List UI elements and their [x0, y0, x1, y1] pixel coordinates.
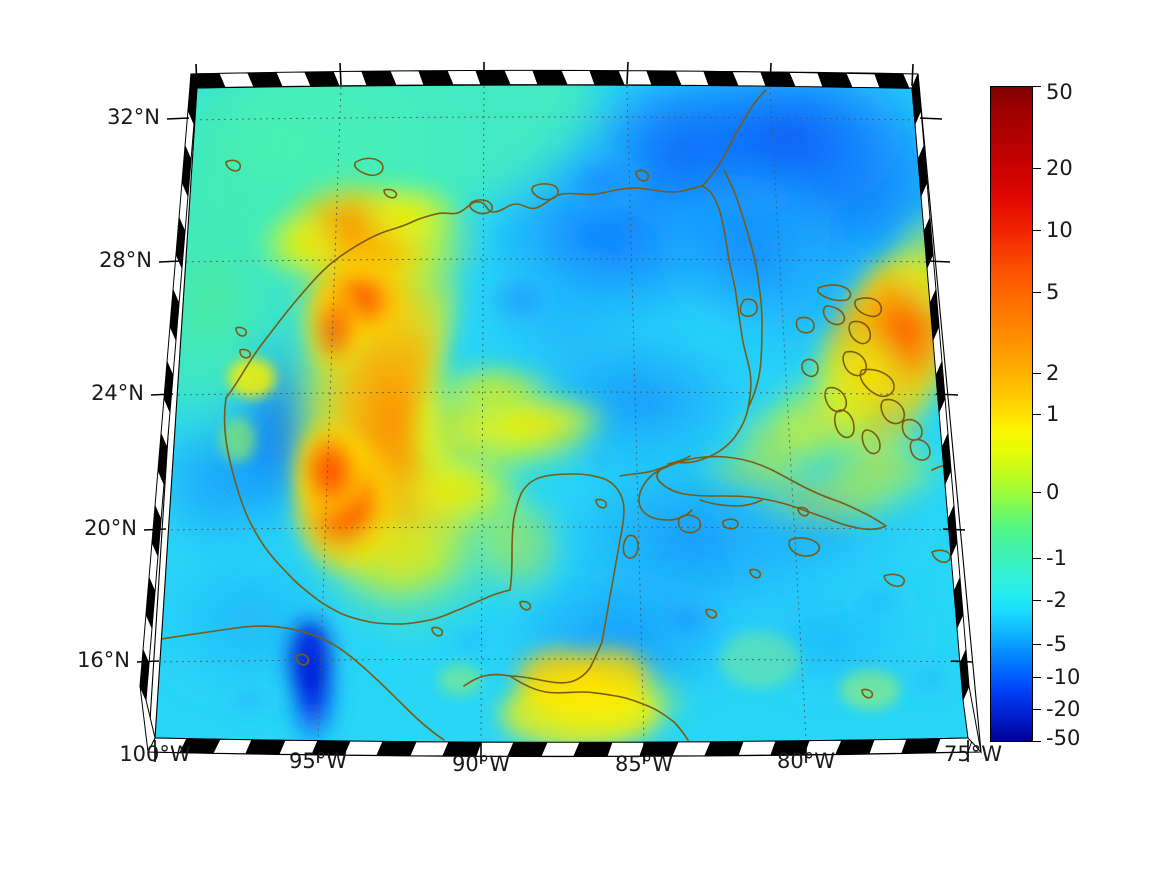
colorbar-label-neg2: -2: [1046, 588, 1067, 612]
colorbar-tick-20: [1033, 168, 1041, 169]
colorbar-label-20: 20: [1046, 156, 1073, 180]
colorbar-tick-neg2: [1033, 600, 1041, 601]
colorbar-tick-10: [1033, 230, 1041, 231]
lat-tick-label-20n: 20°N: [84, 516, 137, 540]
colorbar-label-neg20: -20: [1046, 697, 1081, 721]
lat-tick-label-32n: 32°N: [107, 105, 160, 129]
lon-tick-label-75w: 75°W: [944, 742, 1002, 766]
colorbar-tick-1: [1033, 414, 1041, 415]
colorbar-label-5: 5: [1046, 280, 1060, 304]
colorbar-label-neg50: -50: [1046, 726, 1081, 750]
colorbar-tick-neg1: [1033, 558, 1041, 559]
colorbar-tick-5: [1033, 292, 1041, 293]
lat-tick-label-24n: 24°N: [91, 381, 144, 405]
coastlines: [155, 89, 967, 741]
lat-tick-label-16n: 16°N: [77, 648, 130, 672]
lon-tick-label-90w: 90°W: [452, 752, 510, 776]
colorbar-label-2: 2: [1046, 361, 1060, 385]
lon-tick-label-95w: 95°W: [289, 749, 347, 773]
colorbar-label-10: 10: [1046, 218, 1073, 242]
lon-tick-label-80w: 80°W: [777, 749, 835, 773]
colorbar-label-1: 1: [1046, 402, 1060, 426]
colorbar-label-neg10: -10: [1046, 665, 1081, 689]
colorbar-label-neg1: -1: [1046, 546, 1067, 570]
colorbar-tick-50: [1033, 86, 1041, 87]
anomaly-heatmap: [155, 85, 968, 743]
colorbar-label-50: 50: [1046, 80, 1073, 104]
lon-tick-label-85w: 85°W: [615, 752, 673, 776]
colorbar-label-neg5: -5: [1046, 632, 1067, 656]
colorbar-tick-0: [1033, 492, 1041, 493]
map-frame: [136, 61, 982, 764]
colorbar-tick-2: [1033, 373, 1041, 374]
lat-tick-label-28n: 28°N: [99, 248, 152, 272]
axis-ticks: [136, 61, 974, 764]
colorbar-tick-neg50: [1033, 741, 1041, 742]
lon-tick-label-100w: 100°W: [119, 742, 191, 766]
colorbar: 50 20 10 5 2 1 0 -1 -2 -5 -10 -20 -50: [990, 80, 1150, 750]
colorbar-tick-neg20: [1033, 709, 1041, 710]
colorbar-tick-neg10: [1033, 677, 1041, 678]
colorbar-gradient: [990, 86, 1033, 742]
colorbar-label-0: 0: [1046, 480, 1060, 504]
colorbar-tick-neg5: [1033, 644, 1041, 645]
